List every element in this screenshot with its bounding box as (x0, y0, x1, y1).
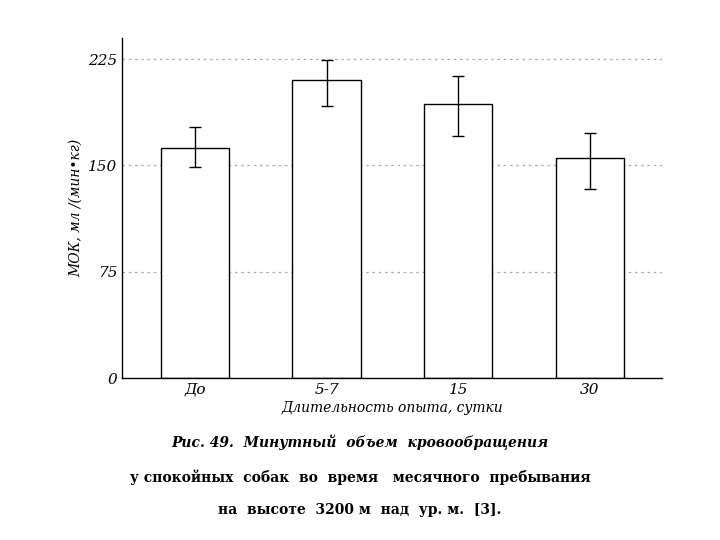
Text: у спокойных  собак  во  время   месячного  пребывания: у спокойных собак во время месячного пре… (130, 470, 590, 485)
Bar (424, 104, 492, 378)
Text: Рис. 49.  Минутный  объем  кровообращения: Рис. 49. Минутный объем кровообращения (171, 435, 549, 450)
Bar (556, 158, 624, 378)
Text: на  высоте  3200 м  над  ур. м.  [3].: на высоте 3200 м над ур. м. [3]. (218, 503, 502, 517)
Y-axis label: МОК, мл /(мин•кг): МОК, мл /(мин•кг) (68, 139, 83, 277)
X-axis label: Длительность опыта, сутки: Длительность опыта, сутки (282, 401, 503, 415)
Bar (161, 148, 229, 378)
Bar (292, 80, 361, 378)
